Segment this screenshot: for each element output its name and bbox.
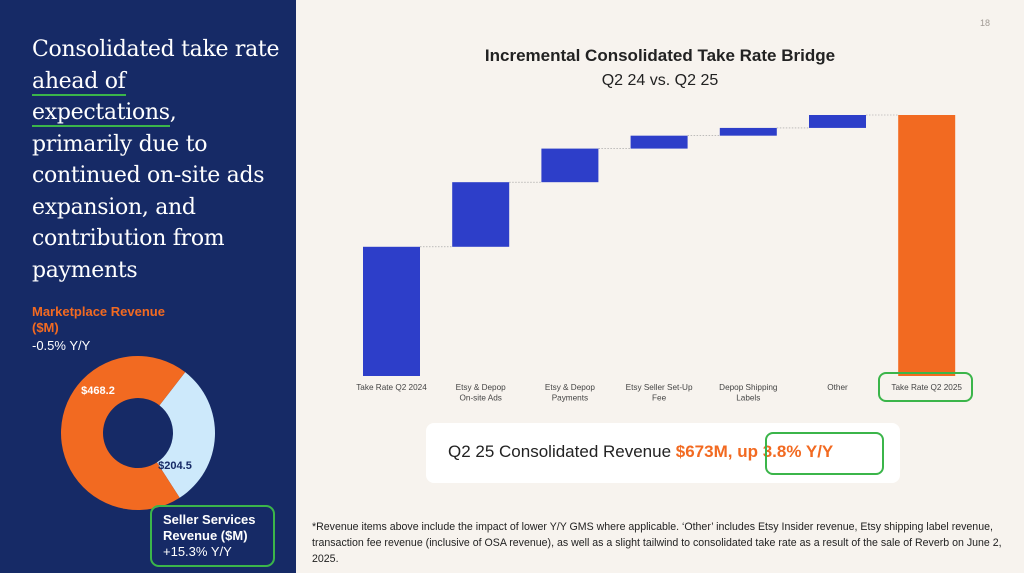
headline: Consolidated take rate ahead of expectati…	[32, 34, 282, 286]
headline-part1: Consolidated take rate	[32, 37, 280, 62]
waterfall-bar	[719, 127, 777, 136]
left-panel: Consolidated take rate ahead of expectati…	[0, 0, 296, 573]
seller-services-highlight: Seller Services Revenue ($M) +15.3% Y/Y	[150, 505, 275, 567]
revenue-donut-chart: $468.2 $204.5	[60, 356, 215, 510]
revenue-growth: up 3.8% Y/Y	[732, 442, 834, 461]
waterfall-bar	[452, 182, 510, 247]
category-label: Payments	[552, 394, 588, 403]
donut-slice-seller-services	[156, 372, 215, 498]
headline-highlight-1: ahead of	[32, 68, 126, 96]
headline-highlight-2: expectations	[32, 100, 170, 127]
category-label: On-site Ads	[460, 394, 502, 403]
category-label: Etsy & Depop	[456, 383, 507, 392]
waterfall-bar	[898, 115, 956, 376]
waterfall-bar	[809, 115, 866, 128]
category-label: Depop Shipping	[719, 383, 778, 392]
marketplace-growth: -0.5% Y/Y	[32, 338, 91, 353]
revenue-prefix: Q2 25 Consolidated Revenue	[448, 442, 676, 461]
category-label: Etsy & Depop	[545, 383, 596, 392]
marketplace-title: Marketplace Revenue ($M)	[32, 304, 165, 335]
revenue-growth-highlight	[765, 432, 884, 475]
donut-label-seller-services: $204.5	[158, 460, 192, 472]
footnote: *Revenue items above include the impact …	[312, 521, 1002, 565]
category-label: Etsy Seller Set-Up	[626, 383, 693, 392]
category-label: Take Rate Q2 2024	[356, 383, 427, 392]
revenue-comma: ,	[727, 442, 733, 461]
category-label: Take Rate Q2 2025	[891, 383, 962, 392]
chart-subtitle: Q2 24 vs. Q2 25	[601, 72, 719, 89]
category-label: Labels	[736, 394, 760, 403]
seller-services-growth: +15.3% Y/Y	[163, 544, 232, 559]
seller-services-title: Seller Services Revenue ($M)	[163, 512, 256, 543]
waterfall-bar	[630, 135, 688, 149]
revenue-amount: $673M	[675, 442, 728, 461]
waterfall-chart: Take Rate Q2 2024 Etsy & Depop On-site Ads…	[356, 114, 962, 403]
donut-slice-marketplace	[60, 356, 186, 510]
revenue-callout-text: Q2 25 Consolidated Revenue $673M, up 3.8…	[448, 442, 833, 462]
chart-title: Incremental Consolidated Take Rate Bridg…	[484, 46, 836, 65]
headline-part2: , primarily due to continued on-site ads…	[32, 100, 265, 283]
waterfall-bar	[363, 246, 420, 376]
category-label: Fee	[652, 394, 667, 403]
page-number: 18	[980, 18, 991, 28]
category-label: Other	[827, 383, 848, 392]
waterfall-bar	[541, 148, 599, 183]
donut-label-marketplace: $468.2	[81, 385, 115, 397]
take-rate-2025-highlight	[878, 372, 973, 402]
